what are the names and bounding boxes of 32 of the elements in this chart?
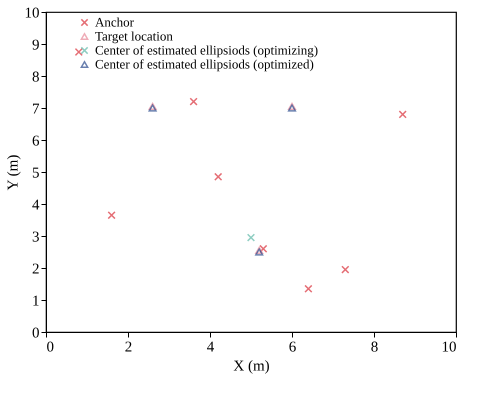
y-axis-title: Y (m)	[6, 154, 22, 190]
point	[246, 233, 256, 242]
point	[341, 265, 350, 274]
legend-label: Anchor	[95, 14, 135, 30]
y-tick-label: 0	[32, 326, 40, 342]
y-tick-label: 6	[32, 134, 40, 150]
point	[398, 110, 407, 119]
y-tick-label: 7	[32, 102, 40, 118]
point	[304, 284, 313, 293]
x-tick-label: 6	[288, 340, 297, 356]
y-tick-label: 5	[32, 166, 40, 182]
legend-label: Center of estimated ellipsiods (optimizing)	[95, 42, 318, 58]
point	[74, 48, 83, 56]
x-axis-title: X (m)	[233, 358, 270, 374]
legend-label: Target location	[95, 28, 174, 44]
y-tick-label: 9	[32, 38, 40, 54]
y-tick-label: 4	[32, 198, 40, 214]
x-tick-label: 4	[206, 340, 215, 356]
point	[107, 211, 116, 220]
y-tick-label: 3	[32, 230, 40, 246]
y-tick-label: 8	[32, 70, 40, 86]
x-tick-label: 8	[370, 340, 378, 356]
y-tick-label: 10	[24, 6, 40, 22]
y-tick-label: 2	[32, 262, 40, 278]
point	[259, 244, 268, 253]
x-tick-label: 0	[46, 340, 54, 356]
point	[189, 97, 198, 106]
x-tick-label: 2	[124, 340, 132, 356]
legend-label: Center of estimated ellipsiods (optimized)	[95, 56, 314, 72]
point	[214, 172, 222, 181]
y-tick-label: 1	[32, 294, 40, 310]
x-tick-label: 10	[442, 340, 456, 356]
